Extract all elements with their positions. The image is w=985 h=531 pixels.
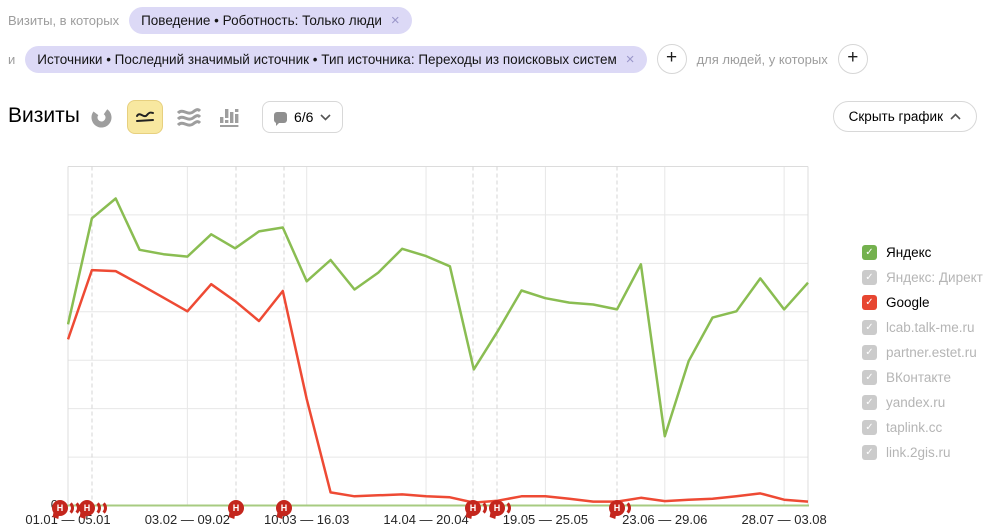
note-pin-icon[interactable]: Н (276, 500, 292, 516)
line-chart-icon[interactable] (127, 100, 163, 134)
close-icon[interactable]: × (625, 50, 635, 68)
legend-label: taplink.cc (886, 420, 943, 435)
x-tick-label: 19.05 — 25.05 (502, 512, 589, 527)
legend-item-Яндекс[interactable]: ✓ Яндекс (862, 240, 983, 265)
legend-checkbox-icon[interactable]: ✓ (862, 270, 877, 285)
legend-item-ВКонтакте[interactable]: ✓ ВКонтакте (862, 365, 983, 390)
legend-item-lcab.talk-me.ru[interactable]: ✓ lcab.talk-me.ru (862, 315, 983, 340)
legend-checkbox-icon[interactable]: ✓ (862, 420, 877, 435)
segments-count-dropdown[interactable]: 6/6 (262, 101, 344, 133)
series-line-Яндекс (67, 197, 809, 438)
note-pin-icon[interactable]: Н (79, 500, 95, 516)
x-tick-label: 23.06 — 29.06 (622, 512, 708, 527)
legend-item-partner.estet.ru[interactable]: ✓ partner.estet.ru (862, 340, 983, 365)
series-line-Google (67, 268, 809, 504)
filter-chip-source-type-text: Источники • Последний значимый источник … (37, 51, 617, 67)
filter-row-1: Визиты, в которых Поведение • Роботность… (8, 7, 412, 34)
hide-chart-label: Скрыть график (848, 109, 943, 124)
filter-chip-robotness-text: Поведение • Роботность: Только люди (141, 13, 382, 28)
legend-label: lcab.talk-me.ru (886, 320, 975, 335)
close-icon[interactable]: × (390, 12, 400, 29)
comment-bubble-icon (274, 111, 287, 126)
filter-chip-robotness[interactable]: Поведение • Роботность: Только люди × (129, 7, 412, 34)
add-people-filter-button[interactable]: + (837, 44, 868, 74)
people-filter-label: для людей, у которых (696, 51, 828, 67)
note-pin-icon[interactable]: Н (52, 500, 68, 516)
note-pin-icon[interactable]: Н (609, 500, 625, 516)
legend-item-Яндекс: Директ[interactable]: ✓ Яндекс: Директ (862, 265, 983, 290)
annotation-stack-arc (471, 500, 487, 516)
x-tick-label: 14.04 — 20.04 (383, 512, 469, 527)
annotation-stack-arc (495, 500, 511, 516)
x-tick-label: 28.07 — 03.08 (741, 512, 827, 527)
hide-chart-button[interactable]: Скрыть график (832, 101, 977, 132)
annotation-stack-arc (85, 500, 101, 516)
pie-chart-icon[interactable] (88, 104, 114, 130)
annotation-stack-arc (91, 500, 107, 516)
annotation-stack-arc (615, 500, 631, 516)
page-title: Визиты (8, 104, 80, 127)
legend-label: Google (886, 295, 930, 310)
chart-legend: ✓ Яндекс ✓ Яндекс: Директ ✓ Google ✓ lcab.talk-… (862, 240, 983, 465)
legend-label: ВКонтакте (886, 370, 951, 385)
note-pin-icon[interactable]: Н (465, 500, 481, 516)
legend-item-Google[interactable]: ✓ Google (862, 290, 983, 315)
chevron-up-icon (950, 113, 961, 120)
chart-type-switcher: 6/6 (88, 100, 344, 134)
filter-row2-and-label: и (8, 51, 16, 67)
chevron-down-icon (320, 113, 332, 121)
segments-count-label: 6/6 (294, 109, 314, 125)
legend-checkbox-icon[interactable]: ✓ (862, 370, 877, 385)
legend-label: yandex.ru (886, 395, 946, 410)
x-tick-label: 01.01 — 05.01 (25, 512, 111, 527)
note-pin-icon[interactable]: Н (228, 500, 244, 516)
legend-checkbox-icon[interactable]: ✓ (862, 320, 877, 335)
legend-checkbox-icon[interactable]: ✓ (862, 245, 877, 260)
annotation-stack-arc (58, 500, 74, 516)
legend-item-yandex.ru[interactable]: ✓ yandex.ru (862, 390, 983, 415)
filter-chip-source-type[interactable]: Источники • Последний значимый источник … (25, 45, 647, 73)
filter-row-2: и Источники • Последний значимый источни… (8, 44, 868, 74)
legend-item-link.2gis.ru[interactable]: ✓ link.2gis.ru (862, 440, 983, 465)
legend-label: link.2gis.ru (886, 445, 951, 460)
legend-checkbox-icon[interactable]: ✓ (862, 445, 877, 460)
x-tick-label: 03.02 — 09.02 (144, 512, 230, 527)
add-visit-filter-button[interactable]: + (656, 44, 687, 74)
legend-checkbox-icon[interactable]: ✓ (862, 295, 877, 310)
legend-label: Яндекс: Директ (886, 270, 983, 285)
legend-checkbox-icon[interactable]: ✓ (862, 345, 877, 360)
filter-row1-label: Визиты, в которых (8, 13, 120, 28)
note-pin-icon[interactable]: Н (489, 500, 505, 516)
stacked-area-chart-icon[interactable] (176, 104, 202, 130)
legend-label: partner.estet.ru (886, 345, 977, 360)
legend-label: Яндекс (886, 245, 932, 260)
chart-header: Визиты 6/6 Скрыть график (8, 100, 977, 134)
legend-checkbox-icon[interactable]: ✓ (862, 395, 877, 410)
visits-line-chart (67, 166, 809, 507)
bar-chart-icon[interactable] (215, 104, 241, 130)
legend-item-taplink.cc[interactable]: ✓ taplink.cc (862, 415, 983, 440)
